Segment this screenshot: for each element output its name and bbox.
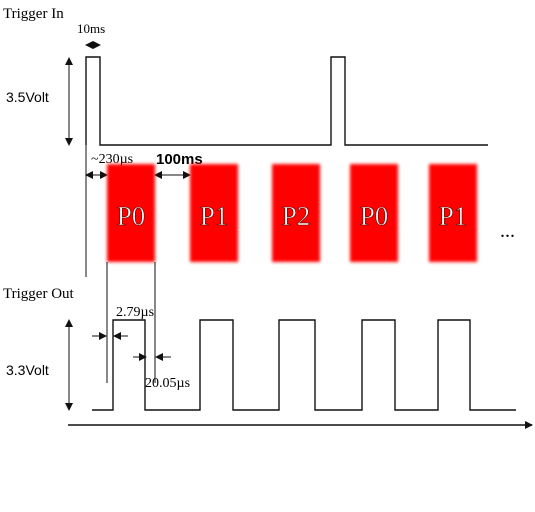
- trigger-in-width-label: 10ms: [77, 21, 105, 36]
- pulse-block: P1: [429, 164, 477, 262]
- pulse-block-label: P1: [200, 201, 229, 231]
- pulse-block-rect: [350, 164, 398, 262]
- trigger-out-waveform: [92, 319, 516, 411]
- period-label: 100ms: [156, 151, 203, 168]
- pulse-blocks: P0 P1 P2 P0 P1: [107, 164, 477, 262]
- trigger-out-title: Trigger Out: [3, 286, 75, 302]
- delay-label: ~230µs: [91, 152, 133, 167]
- pulse-block-rect: [107, 164, 155, 262]
- rise-time-label: 2.79µs: [116, 305, 154, 320]
- pulse-block-label: P1: [439, 201, 468, 231]
- trigger-in-title: Trigger In: [3, 6, 64, 22]
- pulse-block: P2: [272, 164, 320, 262]
- pulse-block-label: P2: [282, 201, 311, 231]
- fall-time-label: 20.05µs: [145, 376, 190, 391]
- pulse-block-rect: [272, 164, 320, 262]
- pulse-block: P0: [350, 164, 398, 262]
- trigger-in-amplitude-label: 3.5Volt: [6, 89, 49, 105]
- pulse-block: P0: [107, 164, 155, 262]
- pulse-block-rect: [429, 164, 477, 262]
- pulse-block-label: P0: [117, 201, 146, 231]
- continuation-ellipsis: ...: [500, 220, 515, 242]
- pulse-block-rect: [190, 164, 238, 262]
- pulse-block-label: P0: [360, 201, 389, 231]
- trigger-in-waveform: [85, 56, 488, 146]
- trigger-out-amplitude-label: 3.3Volt: [6, 362, 49, 378]
- alignment-guides: [85, 145, 156, 383]
- pulse-block: P1: [190, 164, 238, 262]
